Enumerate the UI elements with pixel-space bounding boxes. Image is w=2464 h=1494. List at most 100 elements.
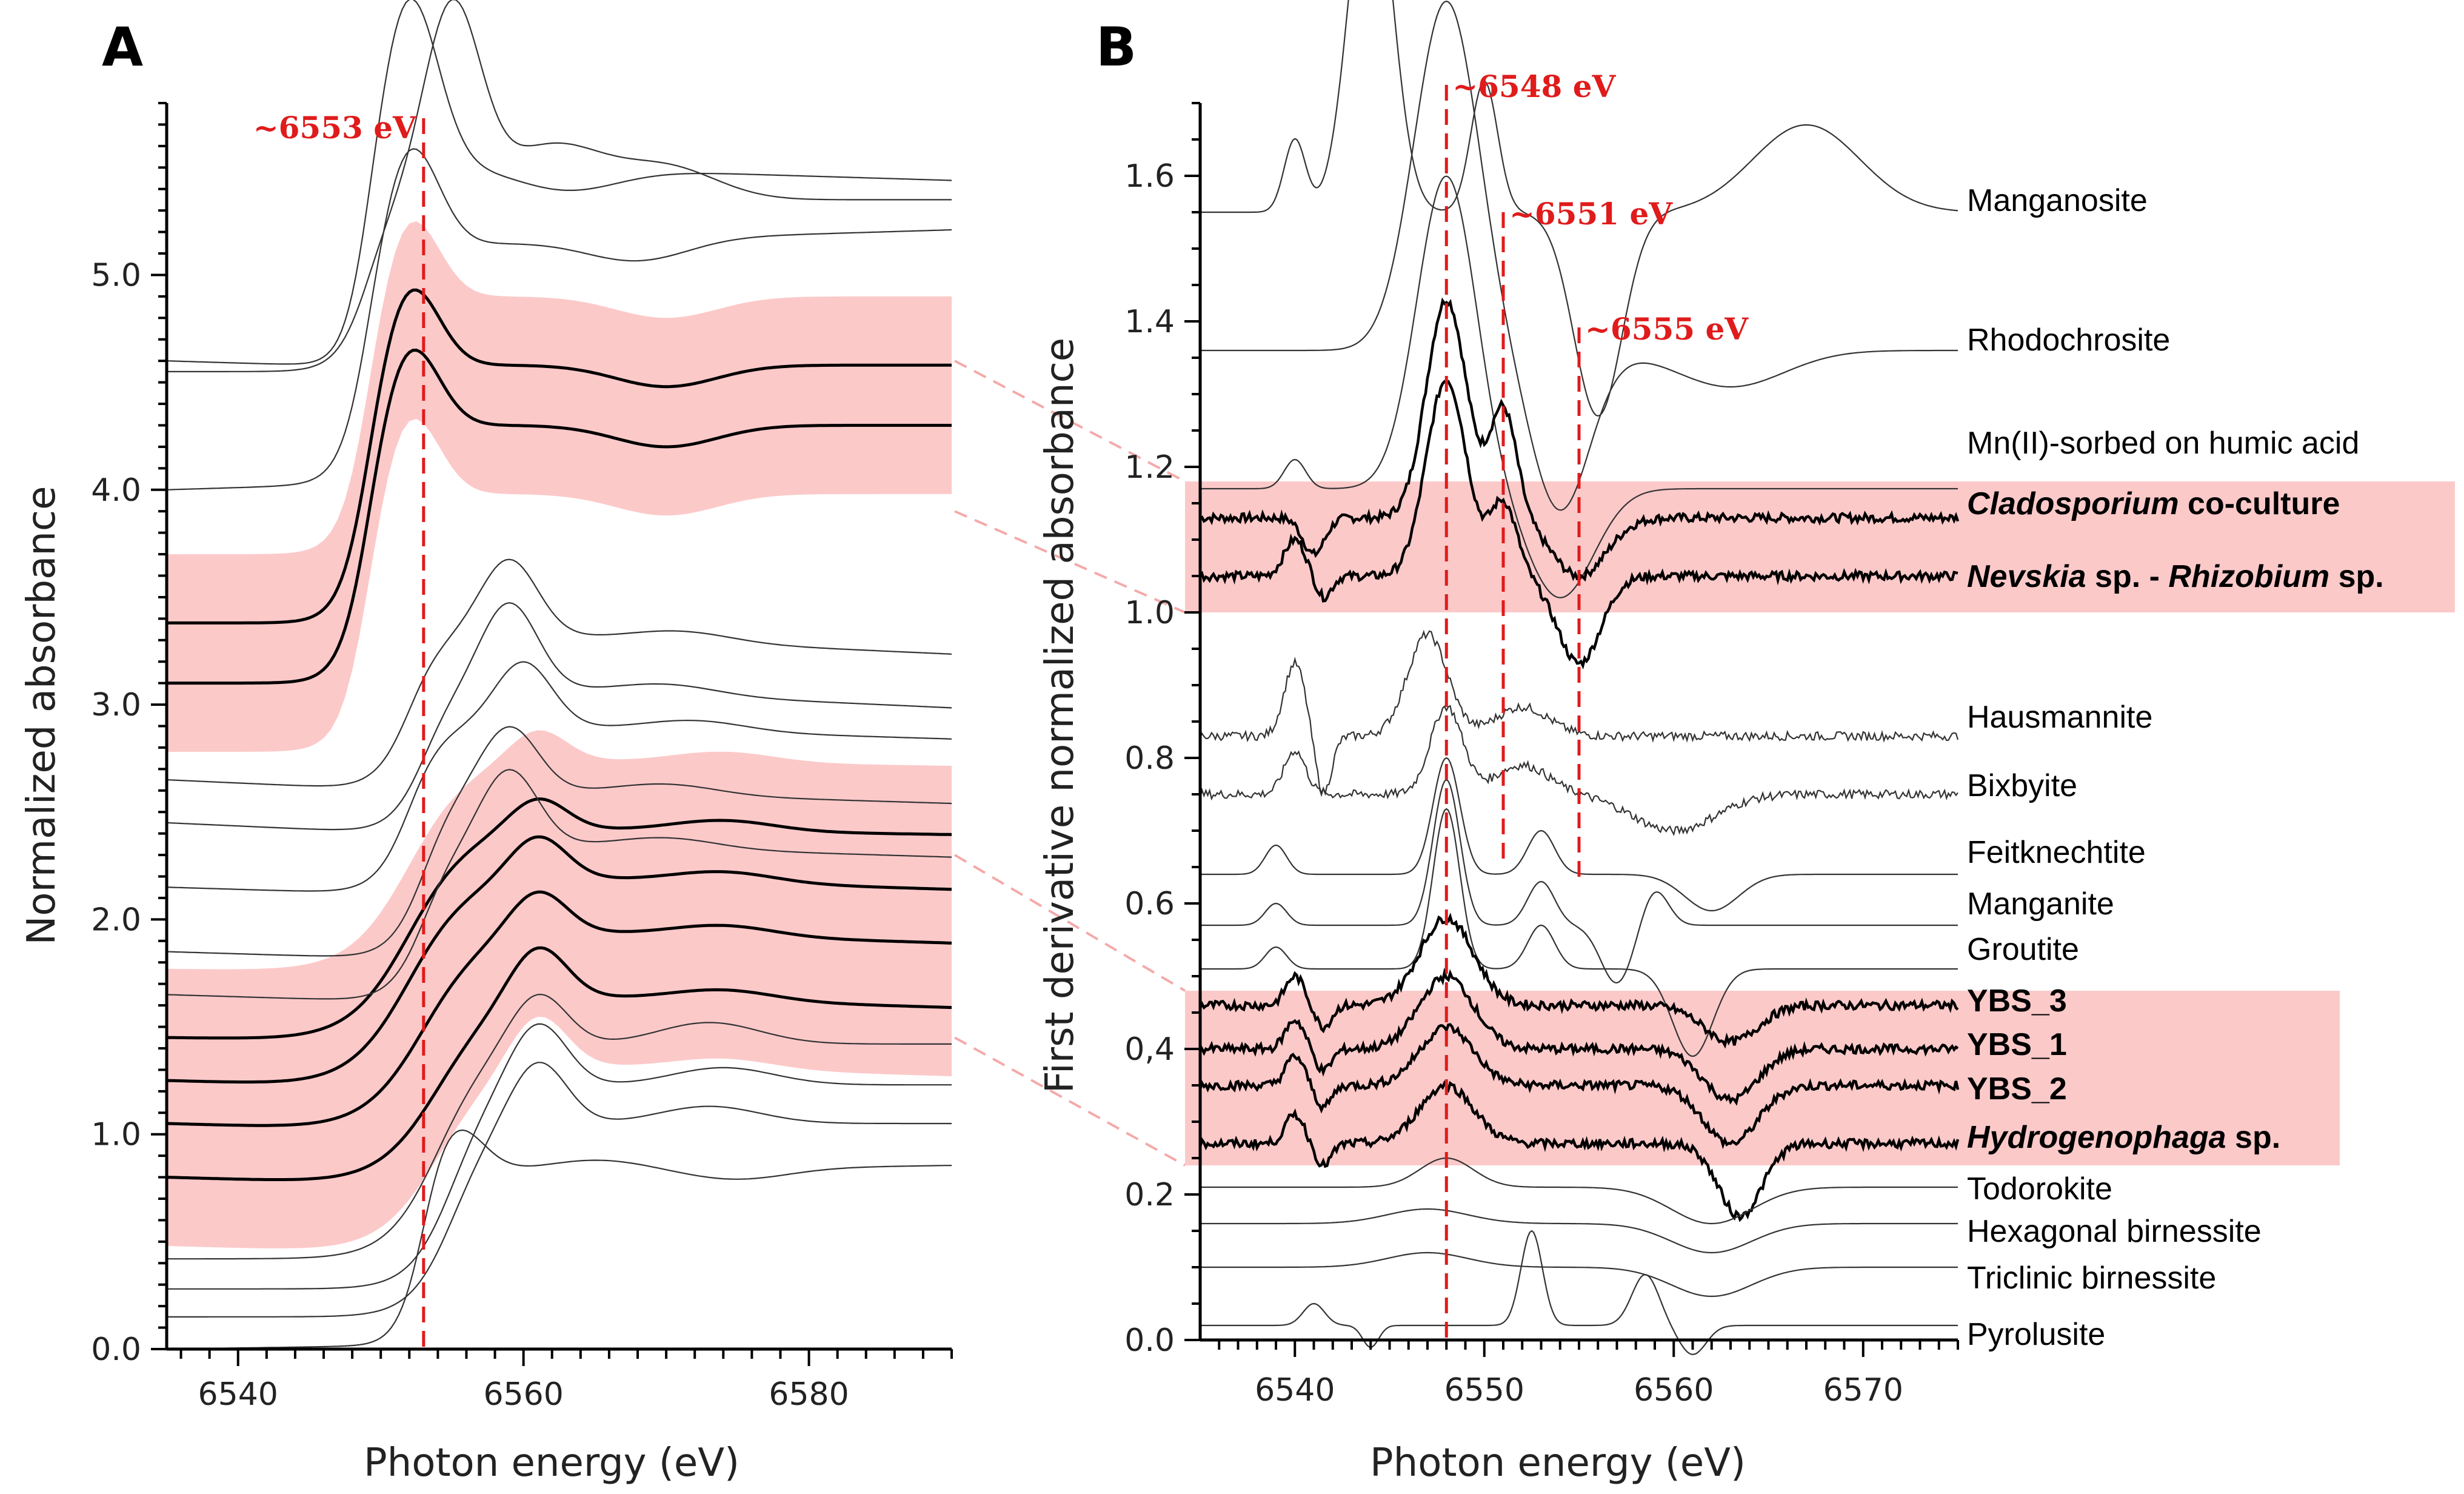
panel-a-line-rhodochrosite — [166, 0, 952, 365]
panel-b-legend-part: co-culture — [2179, 486, 2340, 521]
panel-a-line-cladosporium-co-culture — [167, 288, 952, 625]
panel-b-y-tick-label: 1.4 — [1124, 304, 1175, 340]
panel-b-y-tick-label: 1.0 — [1124, 595, 1175, 631]
panel-b: B ~6548 eV~6551 eV~6555 eV 0.00.20,40.60… — [1038, 0, 2455, 1486]
panel-b-x-tick-label: 6570 — [1823, 1372, 1903, 1409]
panel-a-line-ybs-2 — [166, 890, 952, 1127]
panel-b-y-tick-label: 0,4 — [1124, 1031, 1175, 1068]
panel-b-reference-label: ~6555 eV — [1585, 311, 1749, 347]
panel-b-line-triclinic-birnessite — [1200, 1251, 1958, 1298]
panel-b-legend-ybs-1: YBS_1 — [1967, 1027, 2067, 1062]
panel-b-letter: B — [1096, 16, 1137, 78]
panel-a-line-bixbyite — [166, 602, 952, 831]
panel-a-x-tick-label: 6540 — [198, 1376, 278, 1413]
panel-b-legend-feitknechtite: Feitknechtite — [1967, 835, 2146, 870]
panel-b-y-tick-label: 1.6 — [1124, 158, 1175, 195]
panel-b-legend-part: Cladosporium — [1967, 486, 2179, 521]
panel-b-legend-rhodochrosite: Rhodochrosite — [1967, 323, 2170, 358]
panel-b-legend-manganite: Manganite — [1967, 886, 2114, 922]
panel-b-band-1 — [1185, 481, 2455, 612]
panel-a-y-tick-label: 3.0 — [91, 687, 141, 723]
panel-b-legend-part: sp. — [2226, 1120, 2281, 1155]
panel-a-y-tick-label: 2.0 — [91, 902, 141, 938]
panel-a-line-manganite — [166, 726, 952, 957]
panel-b-line-manganite — [1200, 779, 1958, 984]
panel-a-x-axis-title: Photon energy (eV) — [364, 1441, 740, 1486]
panel-a-reference-label: ~6553 eV — [253, 110, 417, 146]
panel-b-x-tick-label: 6540 — [1255, 1372, 1335, 1409]
panel-b-line-ybs-1 — [1199, 967, 1959, 1106]
panel-b-legend-mn-ii-sorbed-on-humic-acid: Mn(II)-sorbed on humic acid — [1967, 426, 2359, 461]
panel-b-legend-ybs-3: YBS_3 — [1967, 983, 2067, 1019]
panel-b-x-tick-label: 6550 — [1444, 1372, 1524, 1409]
panel-b-legend-part: Nevskia — [1967, 559, 2086, 594]
panel-b-bands — [1185, 481, 2455, 1165]
panel-b-line-groutite — [1200, 808, 1958, 1057]
panel-a-line-triclinic-birnessite — [167, 1062, 952, 1318]
panel-b-reference-label: ~6548 eV — [1452, 69, 1616, 104]
panel-a-x-tick-label: 6580 — [769, 1376, 849, 1413]
panel-b-legend-pyrolusite: Pyrolusite — [1967, 1317, 2105, 1352]
panel-b-legend-hydrogenophaga-sp: Hydrogenophaga sp. — [1967, 1120, 2280, 1155]
panel-a-band-1 — [167, 221, 952, 752]
panel-connector-line — [954, 510, 1186, 614]
panel-b-x-tick-label: 6560 — [1634, 1372, 1714, 1409]
panel-a-line-nevskia-sp-rhizobium-sp — [167, 348, 952, 685]
panel-connector-line — [954, 1036, 1186, 1167]
panel-b-legend-part: sp. - — [2086, 559, 2169, 594]
panel-b-y-tick-label: 0.0 — [1124, 1322, 1175, 1359]
panel-b-line-nevskia-sp-rhizobium-sp — [1199, 380, 1958, 670]
panel-b-legend-part: sp. — [2329, 559, 2384, 594]
panel-a-line-pyrolusite — [166, 1129, 952, 1350]
panel-b-legend-ybs-2: YBS_2 — [1967, 1071, 2067, 1107]
panel-a-y-tick-label: 5.0 — [91, 257, 141, 293]
panel-b-legend-bixbyite: Bixbyite — [1967, 768, 2077, 803]
panel-b-legend-part: Hydrogenophaga — [1967, 1120, 2226, 1155]
panel-b-legend-groutite: Groutite — [1967, 932, 2079, 967]
panel-b-line-hydrogenophaga-sp — [1198, 1080, 1960, 1222]
panel-a-x-tick-label: 6560 — [483, 1376, 563, 1413]
panel-a-line-feitknechtite — [166, 661, 952, 892]
panel-a-letter: A — [102, 16, 143, 78]
panel-a-line-ybs-3 — [166, 797, 952, 1040]
panel-b-line-ybs-3 — [1198, 912, 1959, 1049]
panel-b-legend-hausmannite: Hausmannite — [1967, 700, 2152, 735]
panel-b-legend-todorokite: Todorokite — [1967, 1171, 2112, 1207]
panel-connectors — [953, 360, 1186, 1167]
panel-b-reference-label: ~6551 eV — [1509, 196, 1673, 232]
panel-b-legend-manganosite: Manganosite — [1967, 183, 2148, 218]
panel-b-axes: 0.0 0.2 0,4 0.6 0.8 1.0 1.2 1.4 1.6 6540 6550 6560 6… — [1124, 102, 1959, 1409]
panel-b-legend-triclinic-birnessite: Triclinic birnessite — [1967, 1261, 2216, 1296]
panel-a-line-ybs-1 — [166, 835, 952, 1084]
panel-a-bands — [167, 221, 952, 1248]
panel-a-y-tick-label: 0.0 — [91, 1332, 141, 1368]
panel-b-line-ybs-2 — [1198, 1023, 1960, 1150]
panel-a-y-axis-title: Normalized absorbance — [19, 486, 64, 945]
panel-b-y-tick-label: 0.8 — [1124, 740, 1175, 777]
panel-b-y-tick-label: 0.2 — [1124, 1177, 1175, 1213]
panel-a-line-hausmannite — [166, 558, 952, 787]
panel-a-y-tick-label: 4.0 — [91, 472, 141, 509]
panel-b-line-hexagonal-birnessite — [1200, 1208, 1958, 1254]
panel-b-y-tick-label: 0.6 — [1124, 886, 1175, 922]
panel-b-line-pyrolusite — [1200, 1230, 1958, 1355]
panel-a-reference: ~6553 eV — [253, 110, 426, 1349]
panel-a-y-tick-label: 1.0 — [91, 1117, 141, 1153]
panel-b-line-feitknechtite — [1200, 757, 1958, 912]
panel-a-line-todorokite — [167, 993, 952, 1260]
panel-a-line-mn-ii-sorbed-on-humic-acid — [166, 148, 952, 491]
panel-b-legend-part: Rhizobium — [2168, 559, 2329, 594]
panel-a-axes: 0.0 1.0 2.0 3.0 4.0 5.0 6540 6560 6580 — [91, 102, 953, 1413]
panel-b-line-todorokite — [1200, 1157, 1958, 1225]
panel-a-line-hydrogenophaga-sp — [166, 946, 952, 1181]
panel-a-line-manganosite — [167, 0, 952, 372]
panel-a-line-groutite — [166, 769, 952, 1000]
panel-b-y-axis-title: First derivative normalized absorbance — [1038, 338, 1083, 1093]
panel-b-y-tick-label: 1.2 — [1124, 449, 1175, 486]
panel-b-reference: ~6548 eV ~6551 eV ~6555 eV — [1444, 69, 1749, 1340]
panel-a-series — [166, 0, 952, 1350]
panel-a: A ~6553 eV 0.0 1.0 2.0 3.0 4.0 5.0 6540 6560 658… — [19, 0, 953, 1486]
panel-b-x-axis-title: Photon energy (eV) — [1370, 1441, 1746, 1486]
panel-connector-line — [953, 854, 1186, 992]
